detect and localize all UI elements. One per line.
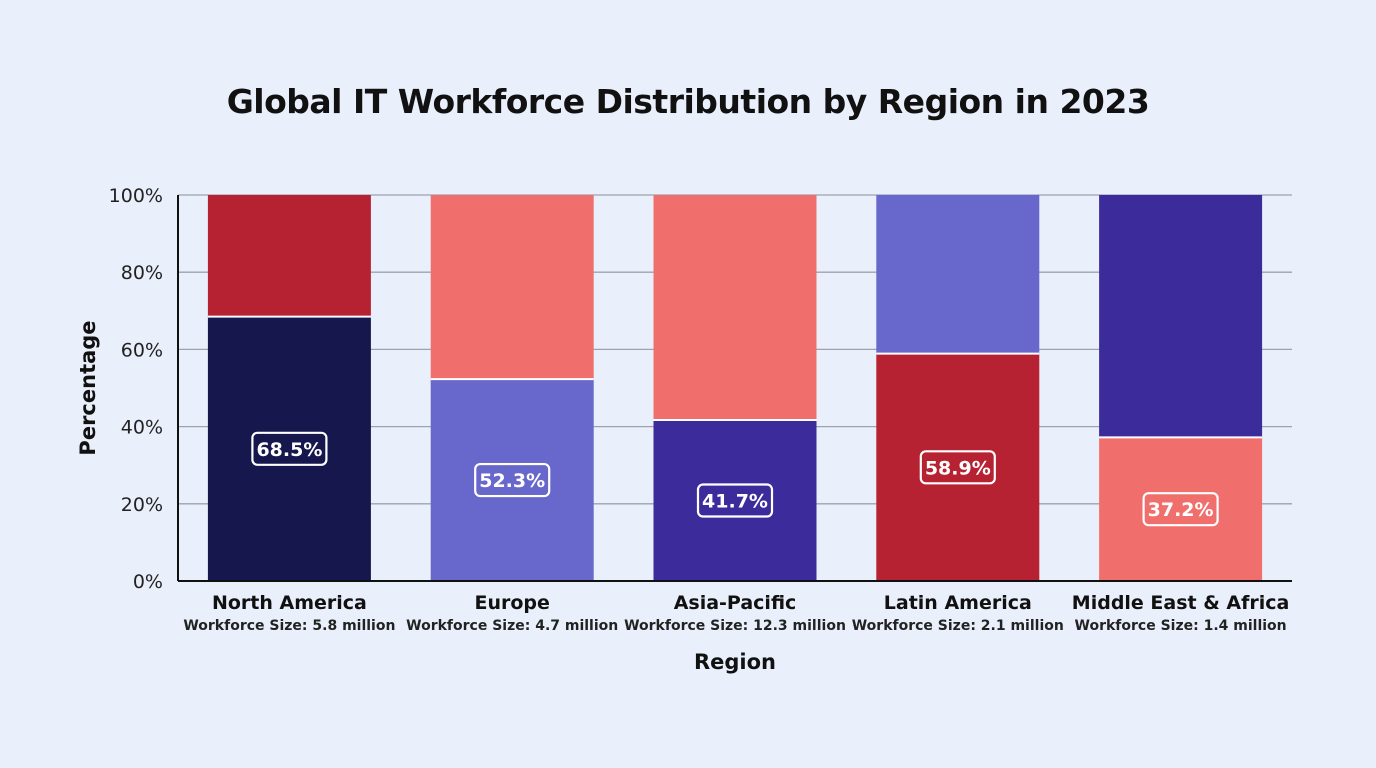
x-tick-label: Latin America: [884, 592, 1032, 614]
y-tick-label: 100%: [109, 185, 163, 207]
bar-segment-bottom: [653, 420, 817, 581]
y-tick-label: 60%: [121, 339, 163, 361]
data-label: 68.5%: [256, 439, 322, 461]
data-label: 58.9%: [925, 457, 991, 479]
bar-segment-bottom: [207, 316, 371, 581]
data-label: 37.2%: [1148, 499, 1214, 521]
data-label-box: [251, 431, 328, 466]
y-tick-label: 80%: [121, 262, 163, 284]
data-label-box: [919, 450, 996, 485]
bar-segment-top: [653, 195, 817, 421]
x-tick-sublabel: Workforce Size: 2.1 million: [852, 618, 1064, 634]
bar-segment-top: [876, 195, 1040, 354]
x-tick-sublabel: Workforce Size: 5.8 million: [183, 618, 395, 634]
chart-title: Global IT Workforce Distribution by Regi…: [226, 82, 1150, 121]
x-axis-title: Region: [694, 650, 776, 674]
bar-segment-bottom: [430, 379, 594, 581]
data-label-box: [1142, 492, 1219, 527]
y-tick-label: 20%: [121, 494, 163, 516]
y-axis-title: Percentage: [76, 320, 100, 455]
y-tick-label: 0%: [133, 571, 163, 593]
x-tick-sublabel: Workforce Size: 12.3 million: [624, 618, 846, 634]
x-tick-sublabel: Workforce Size: 1.4 million: [1075, 618, 1287, 634]
x-tick-label: Middle East & Africa: [1072, 592, 1290, 614]
y-tick-label: 40%: [121, 417, 163, 439]
x-tick-label: Europe: [474, 592, 549, 614]
data-label-box: [474, 462, 551, 498]
bar-segment-bottom: [1099, 437, 1263, 581]
x-tick-label: Asia-Pacific: [674, 592, 797, 614]
x-tick-sublabel: Workforce Size: 4.7 million: [406, 618, 618, 634]
bar-segment-top: [207, 195, 371, 317]
bar-segment-top: [430, 195, 594, 380]
data-label: 41.7%: [702, 491, 768, 513]
bar-segment-top: [1099, 195, 1263, 438]
x-tick-label: North America: [212, 592, 367, 614]
data-label-box: [696, 483, 774, 518]
bar-segment-bottom: [876, 353, 1040, 581]
data-label: 52.3%: [479, 470, 545, 492]
